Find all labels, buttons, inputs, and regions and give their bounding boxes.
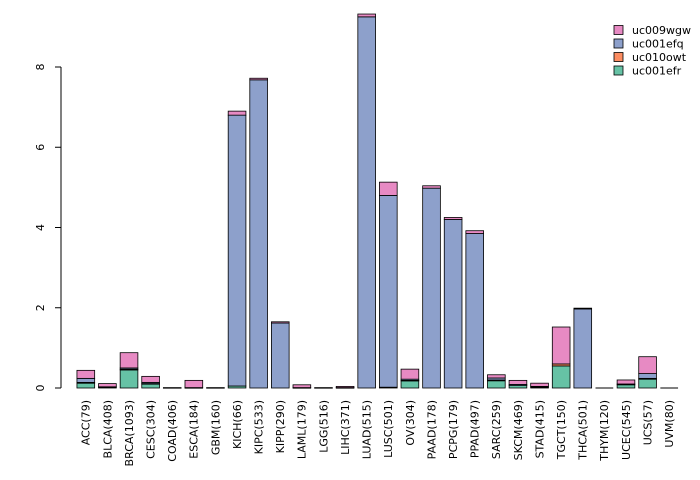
bar-paad-178-uc001efq xyxy=(422,187,441,389)
legend-swatch-uc001efr xyxy=(613,65,624,76)
y-axis: 0 2 4 6 8 xyxy=(34,64,62,392)
x-tick-label: PAAD(178) xyxy=(425,400,438,459)
bar-gbm-160-uc001efr xyxy=(206,387,225,389)
bar-acc-79-uc001efq xyxy=(76,377,96,383)
bar-kipp-290-uc009wgw xyxy=(271,321,290,324)
x-tick-label: ESCA(184) xyxy=(188,400,201,459)
y-tick-label: 0 xyxy=(34,385,47,392)
x-tick-label: LUSC(501) xyxy=(382,400,395,458)
x-tick-label: CESC(304) xyxy=(144,400,157,459)
x-tick-label: BLCA(408) xyxy=(101,400,114,458)
bar-sarc-259-uc001efr xyxy=(487,380,506,389)
bar-cesc-304-uc009wgw xyxy=(141,375,160,383)
bar-ucs-57-uc001efr xyxy=(638,378,657,389)
bar-ucec-545-uc001efr xyxy=(616,384,636,389)
bar-cesc-304-uc001efr xyxy=(141,383,160,389)
bar-acc-79-uc001efr xyxy=(76,382,96,389)
bar-thca-501-uc009wgw xyxy=(573,307,593,310)
bar-lihc-371-uc009wgw xyxy=(335,385,355,388)
x-tick-label: KIPP(290) xyxy=(274,400,287,453)
x-tick-label: PPAD(497) xyxy=(469,400,482,458)
x-axis-labels: ACC(79) BLCA(408) BRCA(1093) CESC(304) COAD(… xyxy=(80,400,676,466)
x-tick-label: KIPC(533) xyxy=(253,400,266,454)
x-tick-label: THYM(120) xyxy=(598,400,611,462)
x-tick-label: PCPG(179) xyxy=(447,400,460,459)
bar-thca-501-uc001efq xyxy=(573,308,593,389)
y-tick-label: 2 xyxy=(34,304,47,311)
y-tick-label: 8 xyxy=(34,64,47,71)
bar-laml-179-uc009wgw xyxy=(292,384,312,388)
bar-blca-408-uc009wgw xyxy=(98,383,117,388)
x-tick-label: UVM(80) xyxy=(663,400,676,448)
legend-label-uc009wgw: uc009wgw xyxy=(632,24,691,37)
x-tick-label: UCS(57) xyxy=(641,400,654,445)
x-tick-label: OV(304) xyxy=(404,400,417,446)
bar-lusc-501-uc009wgw xyxy=(379,181,398,196)
bar-ppad-497-uc009wgw xyxy=(465,230,484,234)
x-tick-label: LUAD(515) xyxy=(361,400,374,459)
bar-ucs-57-uc009wgw xyxy=(638,356,657,374)
y-tick-label: 4 xyxy=(34,224,47,231)
bar-pcpg-179-uc001efq xyxy=(443,219,463,389)
x-tick-label: SKCM(469) xyxy=(512,400,525,460)
bar-acc-79-uc009wgw xyxy=(76,369,96,379)
x-tick-label: SARC(259) xyxy=(490,400,503,459)
bars-group xyxy=(76,13,679,389)
bar-sarc-259-uc009wgw xyxy=(487,374,506,379)
legend-swatch-uc009wgw xyxy=(613,25,624,35)
x-tick-label: KICH(66) xyxy=(231,400,244,449)
x-tick-label: GBM(160) xyxy=(209,400,222,455)
bar-ov-304-uc009wgw xyxy=(400,368,420,380)
x-tick-label: THCA(501) xyxy=(577,400,590,461)
bar-ucec-545-uc009wgw xyxy=(616,379,636,385)
x-tick-label: LAML(179) xyxy=(296,400,309,459)
bar-kipc-533-uc009wgw xyxy=(249,77,268,81)
bar-coad-406-uc001efr xyxy=(162,387,182,389)
legend-label-uc010owt: uc010owt xyxy=(632,51,687,64)
legend-label-uc001efr: uc001efr xyxy=(632,64,682,77)
bar-ucs-57-uc001efq xyxy=(638,373,657,379)
bar-lusc-501-uc001efq xyxy=(379,194,398,388)
bar-ppad-497-uc001efq xyxy=(465,233,484,389)
bar-stad-415-uc009wgw xyxy=(530,382,549,387)
x-tick-label: LIHC(371) xyxy=(339,400,352,455)
legend-label-uc001efq: uc001efq xyxy=(632,37,684,50)
bar-brca-1093-uc009wgw xyxy=(119,352,139,369)
x-tick-label: BRCA(1093) xyxy=(123,400,136,466)
bar-paad-178-uc009wgw xyxy=(422,185,441,189)
x-tick-label: STAD(415) xyxy=(533,400,546,458)
bar-kich-66-uc009wgw xyxy=(227,110,247,116)
bar-brca-1093-uc001efr xyxy=(119,369,139,389)
bar-luad-515-uc001efq xyxy=(357,16,376,389)
bar-kipp-290-uc001efq xyxy=(271,322,290,389)
bar-pcpg-179-uc009wgw xyxy=(443,217,463,220)
bar-skcm-469-uc009wgw xyxy=(508,379,528,385)
bar-ov-304-uc001efr xyxy=(400,380,420,389)
bar-tgct-150-uc001efr xyxy=(551,365,571,389)
bar-kipc-533-uc001efq xyxy=(249,79,268,389)
x-tick-label: TGCT(150) xyxy=(555,400,568,460)
x-tick-label: UCEC(545) xyxy=(620,400,633,460)
legend-swatch-uc001efq xyxy=(613,38,624,49)
bar-kich-66-uc001efq xyxy=(227,114,247,387)
x-tick-label: COAD(406) xyxy=(166,400,179,462)
y-tick-label: 6 xyxy=(34,144,47,151)
legend-swatch-uc010owt xyxy=(613,52,624,62)
x-tick-label: LGG(516) xyxy=(317,400,330,453)
bar-tgct-150-uc009wgw xyxy=(551,326,571,365)
x-tick-label: ACC(79) xyxy=(80,400,93,445)
bar-lgg-516-uc001efr xyxy=(314,387,333,389)
bar-esca-184-uc009wgw xyxy=(184,379,204,388)
bar-luad-515-uc009wgw xyxy=(357,13,376,18)
